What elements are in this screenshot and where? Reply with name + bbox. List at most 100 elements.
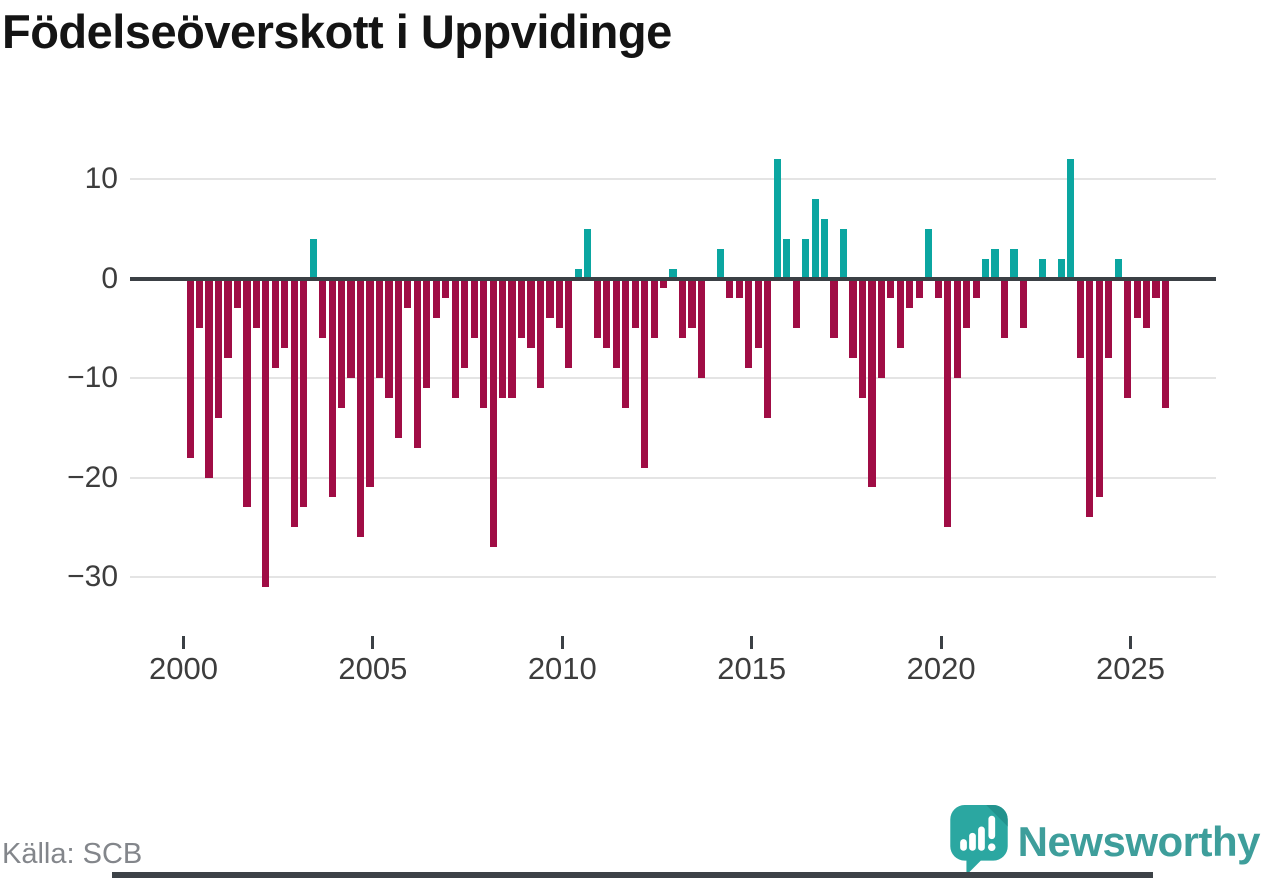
bar-negative xyxy=(1142,278,1151,329)
bar-positive xyxy=(811,198,819,279)
bar-negative xyxy=(319,278,327,339)
bar-negative xyxy=(366,278,374,488)
x-axis-tick xyxy=(371,636,375,649)
x-axis-tick-label: 2005 xyxy=(338,651,408,686)
bar-negative xyxy=(858,278,867,398)
bar-negative xyxy=(944,278,952,528)
bar-negative xyxy=(252,278,260,329)
bar-negative xyxy=(1105,278,1113,359)
x-axis-tick xyxy=(1129,636,1132,649)
bar-negative xyxy=(887,278,895,299)
bar-negative xyxy=(915,278,923,299)
bar-negative xyxy=(1095,278,1103,498)
bar-negative xyxy=(963,278,971,329)
gridline xyxy=(130,476,1216,479)
bar-negative xyxy=(1000,278,1009,339)
bar-negative xyxy=(1086,278,1094,518)
newsworthy-icon xyxy=(949,804,1008,879)
bar-negative xyxy=(688,278,696,329)
bar-negative xyxy=(517,278,526,339)
bar-negative xyxy=(849,278,857,359)
bar-negative xyxy=(385,278,393,398)
bar-positive xyxy=(584,228,592,279)
x-axis-tick xyxy=(939,636,943,649)
bar-negative xyxy=(281,278,289,349)
bar-negative xyxy=(423,278,431,388)
bar-negative xyxy=(678,278,687,339)
bar-negative xyxy=(499,278,507,398)
bar-negative xyxy=(451,278,459,398)
x-axis-tick xyxy=(560,636,564,649)
bar-negative xyxy=(1076,278,1084,359)
source-label: Källa: SCB xyxy=(2,838,143,870)
bar-positive xyxy=(574,268,582,279)
bar-negative xyxy=(224,278,232,359)
bar-negative xyxy=(555,278,564,329)
bar-negative xyxy=(650,278,658,339)
bar-negative xyxy=(413,278,421,448)
bar-positive xyxy=(1057,258,1065,279)
bar-negative xyxy=(622,278,630,408)
bar-negative xyxy=(972,278,980,299)
bar-negative xyxy=(660,278,668,289)
bar-positive xyxy=(1010,248,1018,279)
bar-negative xyxy=(328,278,336,498)
bar-negative xyxy=(697,278,706,378)
x-axis-tick-label: 2000 xyxy=(149,651,218,686)
bar-negative xyxy=(953,278,961,378)
x-axis-tick xyxy=(750,636,754,649)
bar-negative xyxy=(1161,278,1170,408)
progress-bar xyxy=(112,872,1153,878)
bar-negative xyxy=(243,278,251,508)
zero-axis-line xyxy=(130,276,1216,281)
bar-negative xyxy=(347,278,355,378)
x-axis-tick-label: 2015 xyxy=(717,651,787,686)
bar-negative xyxy=(612,278,620,369)
bar-negative xyxy=(290,278,298,528)
bar-negative xyxy=(536,278,545,388)
bar-negative xyxy=(375,278,384,378)
bar-negative xyxy=(546,278,554,319)
x-axis-tick xyxy=(182,636,185,649)
bar-negative xyxy=(338,278,346,408)
bar-positive xyxy=(981,258,990,279)
bar-negative xyxy=(896,278,904,349)
gridline xyxy=(130,576,1216,578)
bar-negative xyxy=(934,278,942,299)
bar-negative xyxy=(271,278,279,369)
bar-negative xyxy=(394,278,403,438)
newsworthy-wordmark: Newsworthy xyxy=(1017,818,1261,865)
bar-positive xyxy=(1038,258,1046,279)
bar-negative xyxy=(830,278,838,339)
bar-negative xyxy=(906,278,914,309)
bar-positive xyxy=(783,238,791,279)
bar-negative xyxy=(442,278,450,299)
bar-negative xyxy=(262,278,270,587)
bar-negative xyxy=(1124,278,1132,398)
newsworthy-logo: Newsworthy xyxy=(949,804,1261,879)
bar-positive xyxy=(309,238,317,279)
bar-positive xyxy=(839,228,848,279)
y-axis-tick-label: 0 xyxy=(101,261,118,295)
x-axis-tick-label: 2010 xyxy=(527,651,597,686)
bar-positive xyxy=(716,248,724,279)
bar-positive xyxy=(802,238,810,279)
bar-negative xyxy=(1152,278,1160,299)
x-axis-tick-label: 2025 xyxy=(1096,651,1165,686)
bar-positive xyxy=(991,248,999,279)
gridline xyxy=(130,377,1216,379)
bar-positive xyxy=(773,159,781,279)
y-axis-tick-label: −10 xyxy=(67,361,118,394)
bar-positive xyxy=(669,268,677,279)
bar-negative xyxy=(480,278,488,408)
bar-positive xyxy=(1067,159,1075,279)
chart-title: Födelseöverskott i Uppvidinge xyxy=(2,5,672,58)
bar-negative xyxy=(641,278,649,468)
bar-negative xyxy=(356,278,365,538)
bar-negative xyxy=(508,278,516,398)
bar-negative xyxy=(489,278,497,548)
bar-negative xyxy=(745,278,753,369)
bar-negative xyxy=(735,278,743,299)
